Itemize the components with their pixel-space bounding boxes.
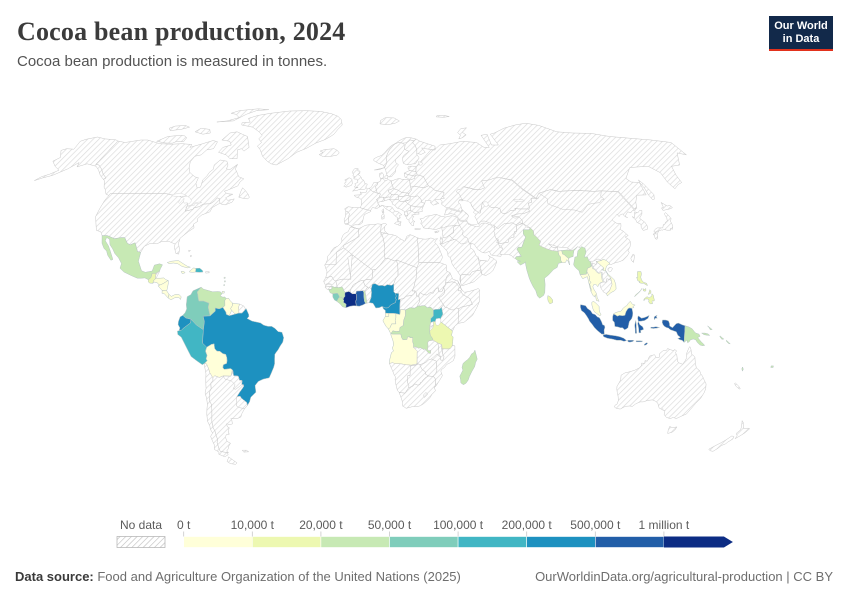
svg-text:0 t: 0 t — [177, 518, 191, 532]
svg-text:20,000 t: 20,000 t — [299, 518, 343, 532]
svg-text:1 million t: 1 million t — [639, 518, 690, 532]
svg-text:50,000 t: 50,000 t — [368, 518, 412, 532]
svg-text:500,000 t: 500,000 t — [570, 518, 621, 532]
svg-text:No data: No data — [120, 518, 162, 532]
svg-text:10,000 t: 10,000 t — [231, 518, 275, 532]
svg-text:200,000 t: 200,000 t — [502, 518, 553, 532]
svg-text:100,000 t: 100,000 t — [433, 518, 484, 532]
